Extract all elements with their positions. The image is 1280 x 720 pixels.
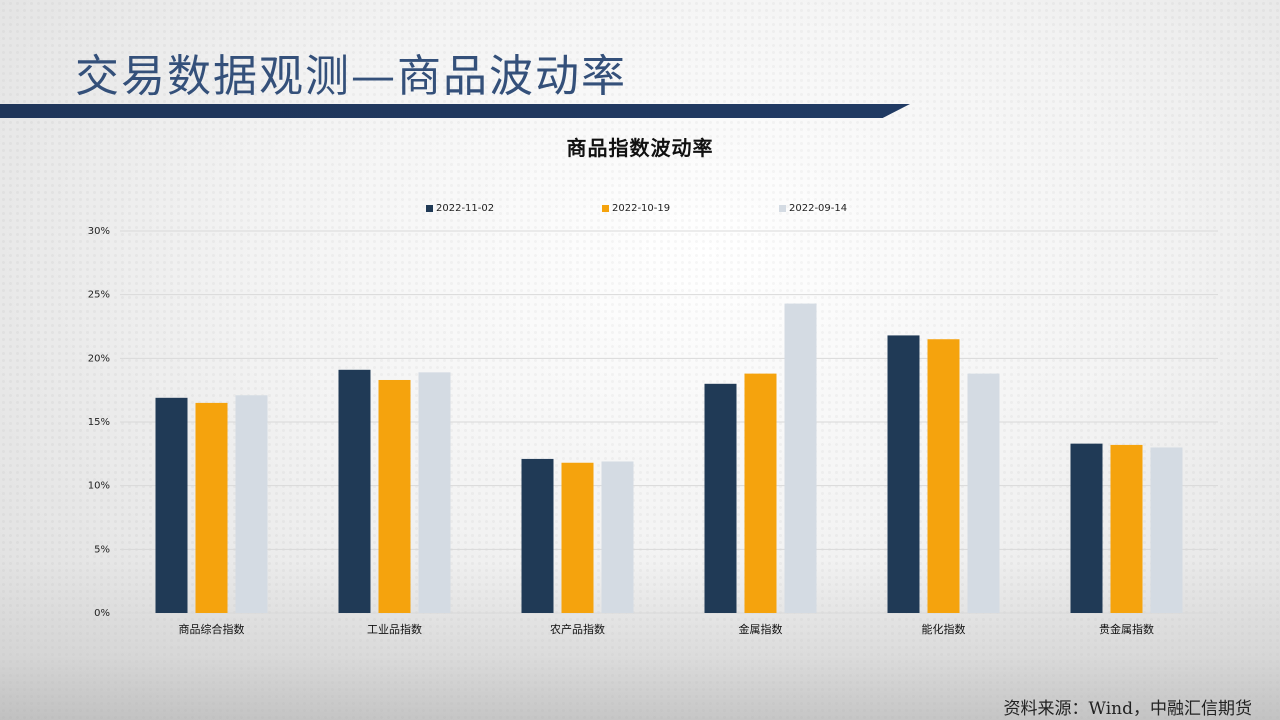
legend-label-series-2: 2022-10-19 [612,203,671,214]
y-tick-label: 25% [88,290,110,301]
bar-series-3 [601,461,634,613]
legend-swatch-series-2 [602,205,609,212]
bar-series-1 [155,397,188,613]
y-tick-label: 10% [88,481,110,492]
bar-series-3 [235,395,268,613]
bar-series-2 [744,373,777,613]
x-category-label: 农产品指数 [550,622,605,636]
bar-series-1 [521,458,554,613]
bar-series-3 [1150,447,1183,613]
legend-item-series-2: 2022-10-19 [602,203,670,214]
y-tick-label: 0% [94,608,110,619]
bar-series-2 [378,379,411,613]
bar-series-1 [887,335,920,613]
bar-series-2 [195,402,228,613]
chart-title: 商品指数波动率 [566,136,714,160]
page-title: 交易数据观测—商品波动率 [75,51,627,102]
bar-series-2 [927,339,960,613]
bar-series-1 [338,369,371,613]
source-note: 资料来源：Wind，中融汇信期货 [1003,699,1252,719]
x-category-label: 商品综合指数 [179,622,245,636]
bar-series-2 [561,462,594,613]
bar-series-1 [1070,443,1103,613]
x-category-label: 工业品指数 [367,622,422,636]
title-underline-bar [0,104,910,118]
chart-legend: 2022-11-02 2022-10-19 2022-09-14 [0,203,1280,219]
x-category-label: 金属指数 [739,622,783,636]
bar-series-3 [418,372,451,613]
y-tick-label: 5% [94,544,110,555]
legend-label-series-1: 2022-11-02 [436,203,495,214]
x-category-label: 贵金属指数 [1099,622,1154,636]
legend-item-series-1: 2022-11-02 [426,203,494,214]
bar-series-1 [704,383,737,613]
legend-swatch-series-3 [779,205,786,212]
legend-item-series-3: 2022-09-14 [779,203,847,214]
bar-series-3 [967,373,1000,613]
legend-label-series-3: 2022-09-14 [789,203,848,214]
bar-series-3 [784,303,817,613]
y-tick-label: 15% [88,417,110,428]
legend-swatch-series-1 [426,205,433,212]
y-tick-label: 20% [88,353,110,364]
y-tick-label: 30% [88,226,110,237]
bar-series-2 [1110,444,1143,613]
x-category-label: 能化指数 [922,622,966,636]
